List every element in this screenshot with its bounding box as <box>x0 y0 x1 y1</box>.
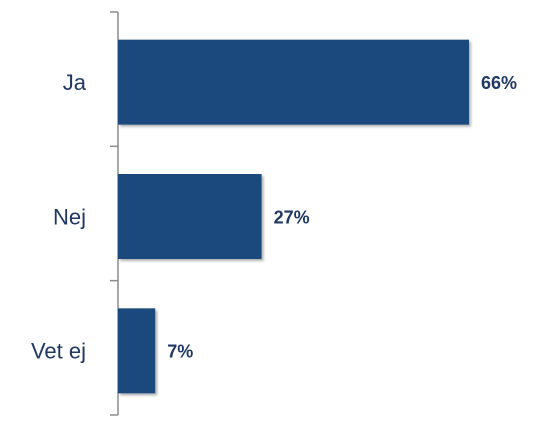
bar <box>118 174 262 259</box>
category-label: Nej <box>53 204 86 229</box>
category-label: Vet ej <box>31 339 86 364</box>
category-label: Ja <box>63 70 87 95</box>
value-label: 66% <box>481 73 517 93</box>
value-label: 7% <box>167 342 193 362</box>
value-label: 27% <box>274 207 310 227</box>
bar <box>118 308 156 394</box>
bar <box>118 39 469 125</box>
